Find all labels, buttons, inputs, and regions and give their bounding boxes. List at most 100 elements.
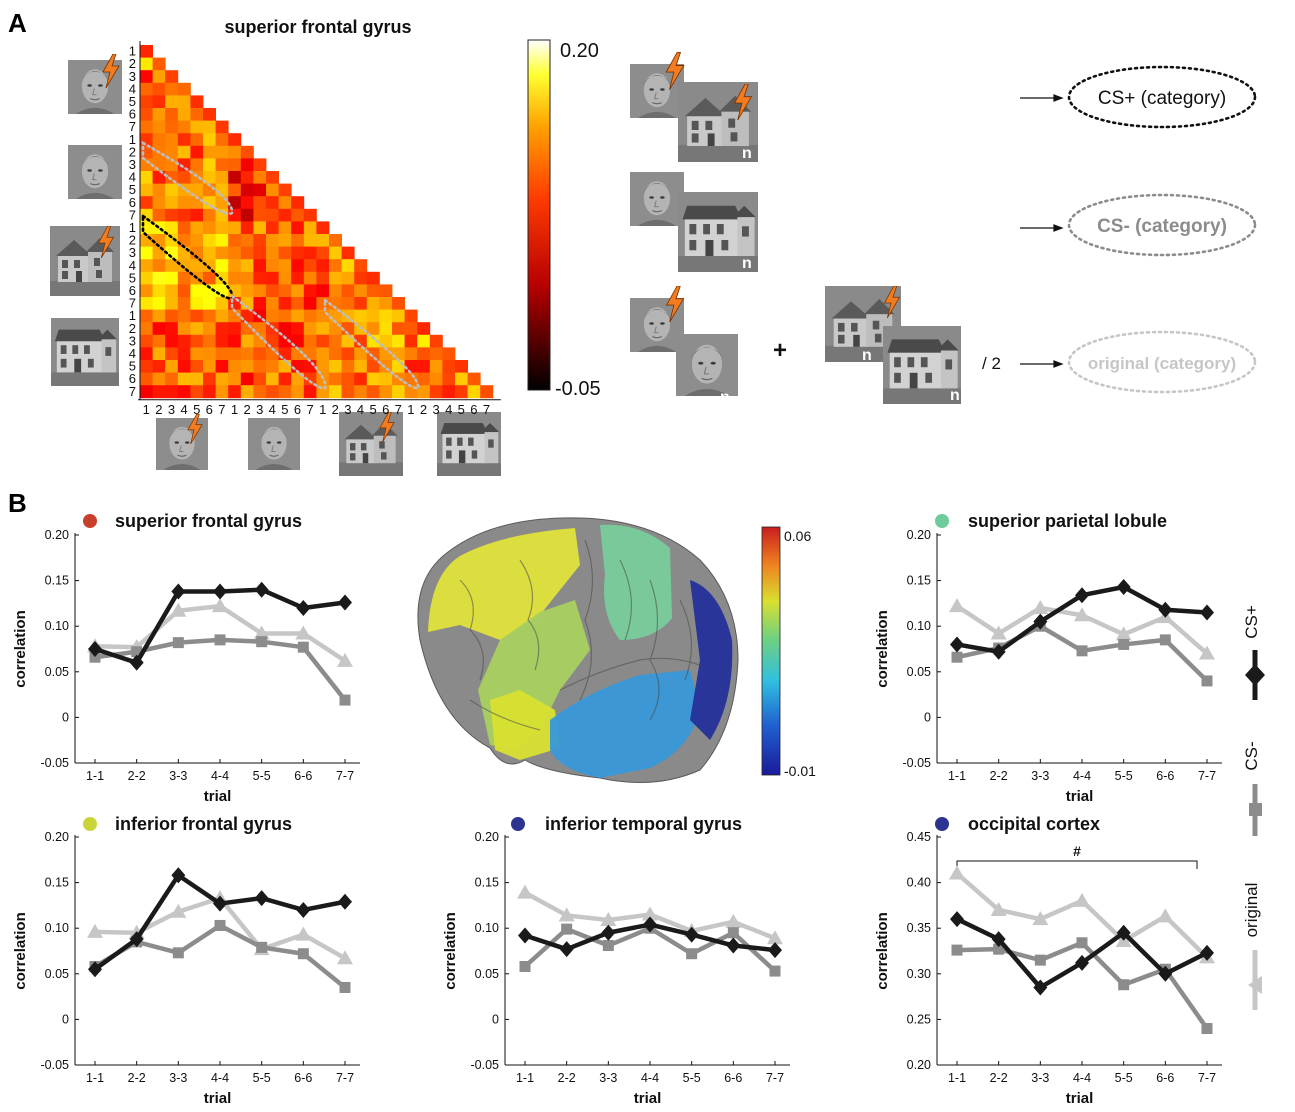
y-tick-label: 0.10 — [45, 921, 69, 935]
matrix-cell — [140, 108, 153, 121]
matrix-col-tick: 1 — [319, 402, 326, 417]
data-point-CS- — [519, 961, 531, 973]
x-tick-label: 5-5 — [253, 769, 271, 783]
matrix-cell — [379, 347, 393, 361]
matrix-cell — [228, 158, 242, 172]
matrix-cell — [303, 347, 317, 361]
matrix-cell — [455, 360, 468, 373]
matrix-cell — [228, 347, 242, 361]
matrix-cell — [392, 385, 405, 399]
matrix-row-tick: 5 — [129, 94, 136, 109]
matrix-row-tick: 5 — [129, 182, 136, 197]
matrix-cell — [140, 284, 153, 298]
n-marker: n — [742, 255, 752, 272]
matrix-cell — [165, 120, 179, 134]
x-tick-label: 4-4 — [1073, 769, 1091, 783]
matrix-cell — [278, 221, 292, 235]
matrix-col-tick: 3 — [432, 402, 439, 417]
x-tick-label: 1-1 — [86, 769, 104, 783]
matrix-cell — [190, 234, 204, 247]
data-point-original — [1115, 626, 1132, 641]
matrix-cell — [266, 297, 279, 310]
schema-cs-plus: n n — [630, 52, 758, 162]
matrix-cell — [152, 120, 166, 134]
matrix-cell — [278, 309, 292, 323]
matrix-cell — [228, 284, 242, 298]
matrix-cell — [266, 221, 279, 235]
data-point-CS- — [686, 948, 698, 960]
matrix-cell — [266, 347, 279, 361]
x-tick-label: 6-6 — [294, 1071, 312, 1085]
matrix-cell — [228, 133, 242, 147]
matrix-cell — [215, 297, 229, 310]
x-tick-label: 5-5 — [1115, 769, 1133, 783]
matrix-cell — [165, 70, 179, 84]
matrix-cell — [228, 334, 242, 348]
y-tick-label: 0.15 — [475, 876, 499, 890]
matrix-row-tick: 3 — [129, 333, 136, 348]
panel-label-a: A — [8, 8, 27, 38]
matrix-cell — [190, 108, 204, 121]
matrix-cell — [316, 322, 330, 336]
y-tick-label: 0.20 — [45, 830, 69, 844]
data-point-original — [1032, 911, 1049, 926]
significance-marker: # — [1073, 843, 1081, 859]
matrix-cell — [215, 196, 229, 210]
data-point-CS+ — [518, 927, 532, 944]
matrix-cell — [190, 259, 204, 273]
matrix-cell — [215, 259, 229, 273]
inferior-frontal-region — [490, 690, 560, 760]
matrix-cell — [177, 82, 191, 96]
matrix-cell — [140, 183, 153, 197]
matrix-cell — [366, 360, 380, 373]
data-point-original — [337, 652, 353, 667]
x-tick-label: 5-5 — [683, 1071, 701, 1085]
matrix-cell — [253, 284, 267, 298]
matrix-cell — [392, 309, 405, 323]
cs-plus-house-image — [339, 412, 403, 476]
matrix-cell — [215, 221, 229, 235]
matrix-cell — [266, 385, 279, 399]
y-axis-label: correlation — [874, 912, 891, 990]
chart-title: inferior temporal gyrus — [545, 814, 742, 834]
matrix-col-tick: 1 — [407, 402, 414, 417]
matrix-cell — [228, 259, 242, 273]
n-marker: n — [862, 347, 872, 364]
matrix-cell — [177, 347, 191, 361]
matrix-col-tick: 5 — [369, 402, 376, 417]
matrix-cell — [152, 183, 166, 197]
matrix-cell — [429, 360, 443, 373]
data-point-CS- — [297, 641, 309, 653]
y-tick-label: 0.20 — [907, 1058, 931, 1072]
original-outline-1 — [230, 293, 327, 390]
matrix-cell — [152, 360, 166, 373]
matrix-cell — [165, 108, 179, 121]
matrix-cell — [165, 221, 179, 235]
brain-colorbar-max-label: 0.06 — [784, 528, 811, 544]
matrix-cell — [417, 372, 431, 386]
matrix-cell — [140, 45, 153, 58]
matrix-cell — [240, 221, 254, 235]
matrix-cell — [152, 271, 166, 285]
matrix-cell — [215, 133, 229, 147]
matrix-cell — [203, 372, 216, 386]
matrix-cell — [291, 196, 305, 210]
matrix-cell — [177, 171, 191, 184]
matrix-cell — [253, 246, 267, 260]
matrix-cell — [203, 234, 216, 247]
data-point-original — [212, 598, 228, 613]
matrix-cell — [140, 372, 153, 386]
matrix-cell — [215, 322, 229, 336]
matrix-row-tick: 7 — [129, 384, 136, 399]
matrix-row-stimuli — [50, 54, 122, 386]
matrix-cell — [291, 385, 305, 399]
matrix-cell — [228, 297, 242, 310]
matrix-cell — [240, 259, 254, 273]
panel-label-b: B — [8, 488, 27, 518]
matrix-cell — [240, 196, 254, 210]
matrix-cell — [291, 221, 305, 235]
matrix-cell — [417, 385, 431, 399]
matrix-cell — [203, 309, 216, 323]
data-point-CS- — [1201, 675, 1213, 687]
matrix-cell — [228, 246, 242, 260]
